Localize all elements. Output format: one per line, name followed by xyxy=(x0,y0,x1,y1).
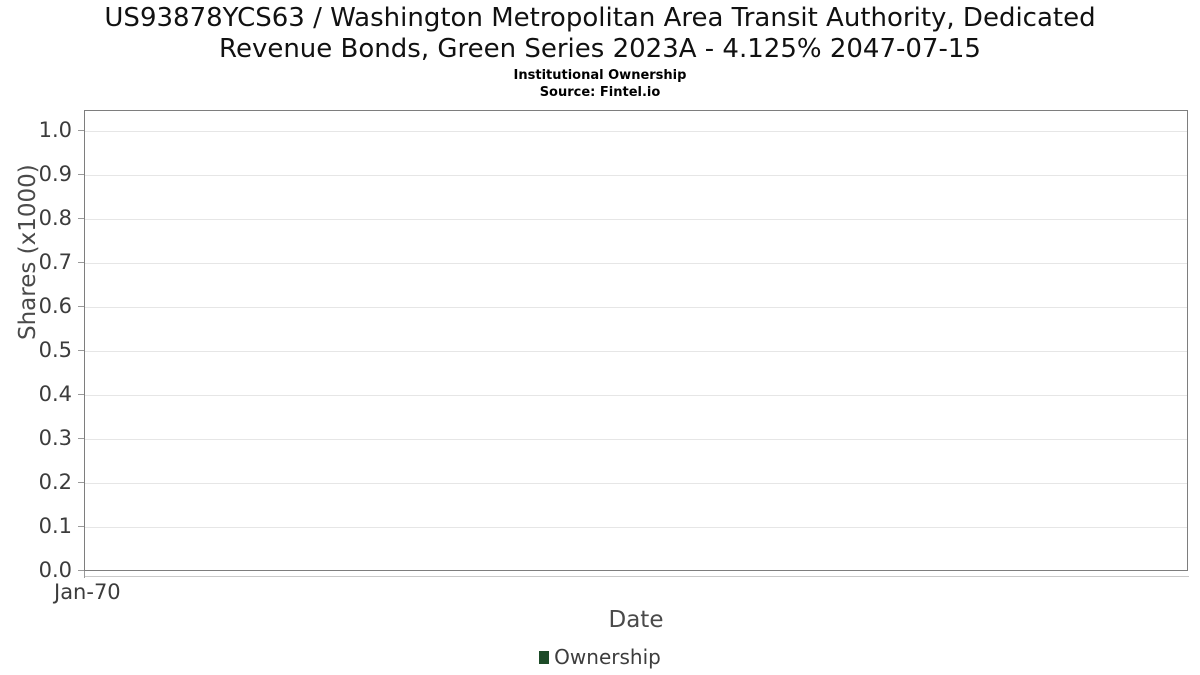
y-tick-mark xyxy=(78,482,84,483)
y-tick-mark xyxy=(78,306,84,307)
y-tick-label: 0.6 xyxy=(38,294,72,318)
y-tick-mark xyxy=(78,350,84,351)
gridline xyxy=(85,307,1187,308)
gridline xyxy=(85,351,1187,352)
y-tick-label: 0.5 xyxy=(38,338,72,362)
y-tick-label: 0.2 xyxy=(38,470,72,494)
legend: Ownership xyxy=(0,645,1200,669)
y-tick-label: 0.1 xyxy=(38,514,72,538)
y-tick-label: 0.9 xyxy=(38,162,72,186)
chart-title-line-1: US93878YCS63 / Washington Metropolitan A… xyxy=(104,3,1096,33)
y-tick-label: 0.0 xyxy=(38,558,72,582)
gridline xyxy=(85,263,1187,264)
y-tick-mark xyxy=(78,570,84,571)
y-tick-mark xyxy=(78,174,84,175)
gridline xyxy=(85,175,1187,176)
y-tick-label: 0.7 xyxy=(38,250,72,274)
legend-swatch-icon xyxy=(539,650,550,664)
legend-label: Ownership xyxy=(554,645,661,669)
y-tick-label: 1.0 xyxy=(38,118,72,142)
x-tick-mark xyxy=(84,571,85,578)
chart-title-line-2: Revenue Bonds, Green Series 2023A - 4.12… xyxy=(219,34,981,64)
y-tick-mark xyxy=(78,130,84,131)
y-tick-mark xyxy=(78,394,84,395)
y-tick-label: 0.4 xyxy=(38,382,72,406)
y-tick-mark xyxy=(78,526,84,527)
x-axis-line xyxy=(84,576,1189,577)
x-tick-label: Jan-70 xyxy=(54,580,121,604)
y-tick-label: 0.3 xyxy=(38,426,72,450)
x-axis-title: Date xyxy=(608,607,664,633)
y-tick-mark xyxy=(78,262,84,263)
chart-title: US93878YCS63 / Washington Metropolitan A… xyxy=(0,3,1200,65)
gridline xyxy=(85,219,1187,220)
gridline xyxy=(85,527,1187,528)
y-tick-label: 0.8 xyxy=(38,206,72,230)
gridline xyxy=(85,483,1187,484)
chart-subtitle: Institutional Ownership xyxy=(513,68,687,83)
chart-source: Source: Fintel.io xyxy=(539,85,661,100)
gridline xyxy=(85,131,1187,132)
plot-area xyxy=(84,110,1188,571)
y-tick-mark xyxy=(78,438,84,439)
gridline xyxy=(85,439,1187,440)
y-tick-mark xyxy=(78,218,84,219)
gridline xyxy=(85,395,1187,396)
